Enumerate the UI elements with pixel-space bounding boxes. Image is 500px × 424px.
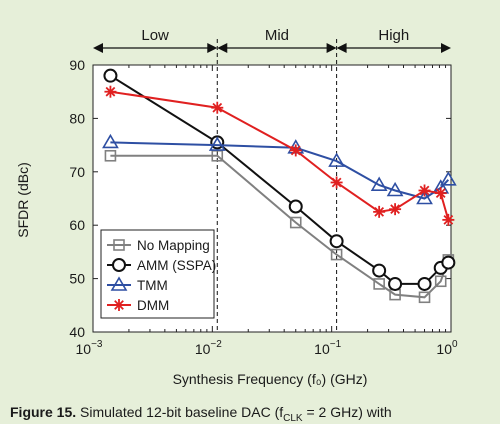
region-arrowhead-left	[93, 43, 103, 53]
x-tick-exponent: −3	[91, 339, 103, 350]
data-point	[373, 278, 385, 290]
y-tick-label: 70	[69, 164, 85, 180]
data-point	[330, 176, 343, 189]
star-stroke	[290, 145, 301, 156]
y-tick-label: 80	[69, 110, 85, 126]
x-axis-label: Synthesis Frequency (f₀) (GHz)	[173, 371, 368, 387]
data-point	[289, 144, 302, 157]
data-point	[434, 275, 447, 288]
caption-sub: CLK	[283, 412, 303, 424]
legend-label: No Mapping	[137, 238, 210, 253]
y-axis-label: SFDR (dBc)	[15, 162, 31, 237]
star-stroke	[331, 177, 342, 188]
region-label: High	[378, 27, 409, 44]
x-tick-exponent: −2	[210, 339, 222, 350]
caption-text: Simulated 12-bit baseline DAC (f	[80, 404, 284, 420]
star-stroke	[212, 102, 223, 113]
star-stroke	[105, 86, 116, 97]
data-point	[418, 184, 431, 197]
data-point	[330, 248, 343, 261]
y-tick-label: 60	[69, 217, 85, 233]
data-point	[434, 187, 447, 200]
legend-marker	[113, 299, 125, 311]
data-point	[289, 216, 302, 229]
data-point	[288, 199, 303, 214]
star-stroke	[419, 185, 430, 196]
legend-label: AMM (SSPA)	[137, 258, 216, 273]
data-point	[441, 255, 456, 270]
star-stroke	[374, 206, 385, 217]
star-stroke	[435, 188, 446, 199]
legend-label: TMM	[137, 278, 168, 293]
region-arrowhead-right	[441, 43, 451, 53]
data-point	[372, 263, 387, 278]
data-point	[208, 136, 226, 151]
data-point	[329, 234, 344, 249]
figure-caption: Figure 15. Simulated 12-bit baseline DAC…	[10, 404, 500, 424]
legend-marker	[113, 239, 125, 251]
legend-label: DMM	[137, 298, 169, 313]
data-point	[388, 276, 403, 291]
data-point	[439, 171, 457, 186]
data-point	[416, 189, 433, 205]
series-dmm	[104, 85, 455, 226]
series-amm-sspa	[103, 68, 456, 291]
data-point	[442, 213, 455, 226]
data-point	[389, 203, 402, 216]
data-point	[211, 101, 224, 114]
region-arrowhead-left	[217, 43, 228, 53]
data-point	[102, 133, 119, 149]
data-point	[417, 276, 432, 291]
region-label: Mid	[265, 27, 289, 44]
caption-label: Figure 15.	[10, 404, 77, 420]
data-point	[104, 149, 117, 162]
star-stroke	[114, 300, 124, 310]
frequency-regions: Low Mid High	[93, 27, 451, 332]
data-point	[370, 176, 388, 191]
y-tick-label: 40	[69, 324, 85, 340]
legend-marker	[110, 276, 128, 291]
x-tick-exponent: 0	[452, 339, 458, 350]
legend: No Mapping AMM (SSPA) TMM DMM	[100, 229, 216, 319]
data-point	[373, 205, 386, 218]
region-arrowhead-right	[207, 43, 218, 53]
star-stroke	[443, 214, 454, 225]
data-point	[418, 291, 431, 304]
region-label: Low	[141, 27, 169, 44]
y-tick-label: 50	[69, 271, 85, 287]
region-arrowhead-left	[336, 43, 347, 53]
data-point	[328, 152, 345, 167]
y-tick-label: 90	[69, 57, 85, 73]
data-point	[103, 68, 118, 83]
star-stroke	[390, 204, 400, 215]
region-arrowhead-right	[326, 43, 337, 53]
caption-rest: = 2 GHz) with	[302, 404, 392, 420]
data-point	[386, 181, 404, 197]
x-tick-exponent: −1	[330, 339, 342, 350]
data-series	[102, 68, 457, 304]
legend-marker	[112, 258, 126, 272]
data-point	[104, 85, 117, 98]
